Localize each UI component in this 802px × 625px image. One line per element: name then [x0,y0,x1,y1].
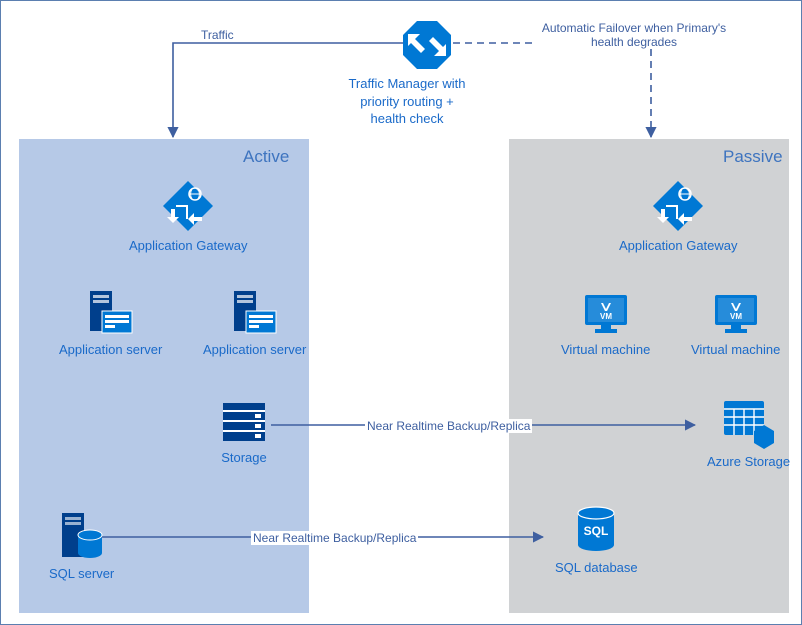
node-label: Application server [59,341,162,359]
node-label: Storage [219,449,269,467]
node-label: Traffic Manager with priority routing + … [342,75,472,128]
connection-label: Automatic Failover when Primary's health… [537,21,731,49]
node-label: Virtual machine [561,341,650,359]
app-gateway-icon [619,179,738,233]
node-label: Application Gateway [129,237,248,255]
node-traffic-manager: Traffic Manager with priority routing + … [381,19,472,128]
vm-icon: VM [561,293,650,337]
connection-line [441,43,651,137]
region-title-active: Active [243,147,289,167]
node-label: SQL server [49,565,114,583]
node-label: Virtual machine [691,341,780,359]
node-storage: Storage [219,399,269,467]
server-icon [59,289,162,337]
node-label: SQL database [555,559,638,577]
node-label: Application server [203,341,306,359]
node-vm-1: VM Virtual machine [561,293,650,359]
node-label: Azure Storage [707,453,790,471]
diagram-canvas: Active Passive Traffic Automatic Failover… [0,0,802,625]
svg-text:VM: VM [600,312,612,321]
node-label: Application Gateway [619,237,738,255]
azure-storage-icon [707,399,790,449]
region-title-passive: Passive [723,147,783,167]
connection-label: Near Realtime Backup/Replica [251,531,418,545]
node-app-gateway-passive: Application Gateway [619,179,738,255]
traffic-manager-icon [381,19,472,71]
server-icon [203,289,306,337]
node-app-server-1: Application server [59,289,162,359]
node-app-gateway-active: Application Gateway [129,179,248,255]
node-vm-2: VM Virtual machine [691,293,780,359]
node-app-server-2: Application server [203,289,306,359]
app-gateway-icon [129,179,248,233]
vm-icon: VM [691,293,780,337]
svg-text:SQL: SQL [584,524,609,538]
node-azure-storage: Azure Storage [707,399,790,471]
connection-label: Near Realtime Backup/Replica [365,419,532,433]
svg-text:VM: VM [730,312,742,321]
node-sql-server: SQL server [49,511,114,583]
storage-icon [219,399,269,445]
sql-server-icon [49,511,114,561]
node-sql-database: SQL SQL database [555,505,638,577]
sql-db-icon: SQL [555,505,638,555]
connection-label: Traffic [199,28,236,42]
